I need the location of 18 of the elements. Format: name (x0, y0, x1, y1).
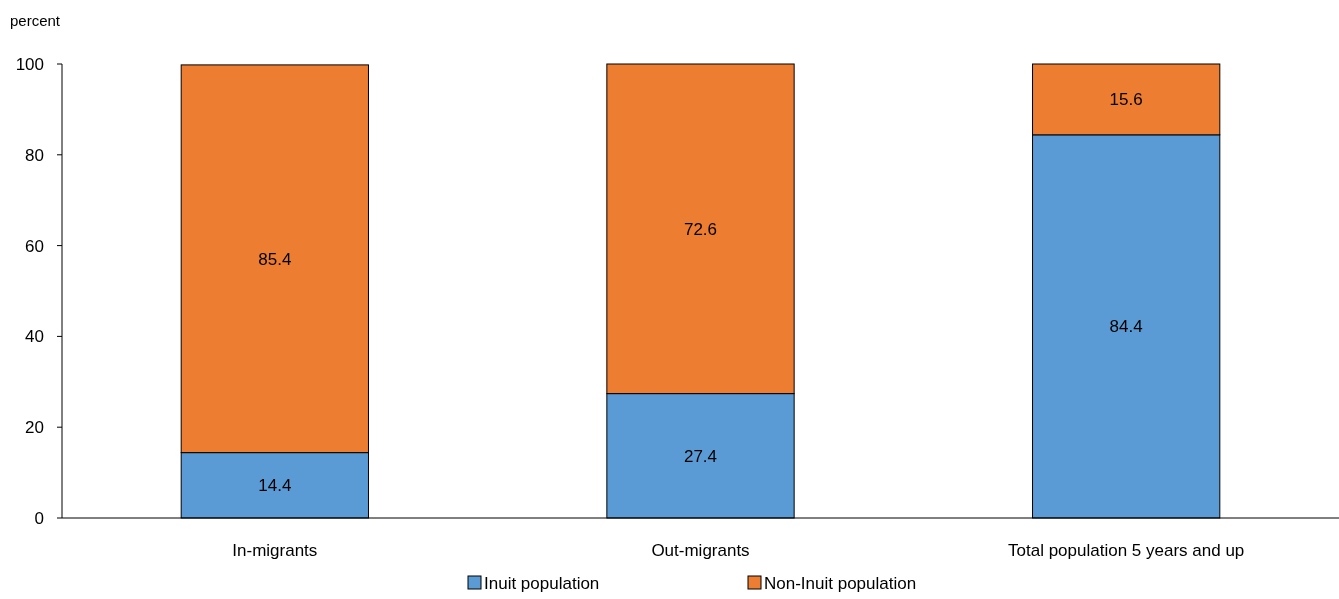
y-tick-label: 20 (25, 418, 44, 438)
y-tick-label: 0 (34, 509, 44, 528)
y-axis-title: percent (10, 12, 61, 29)
legend-label: Non-Inuit population (764, 574, 917, 593)
x-tick-label: Total population 5 years and up (1008, 541, 1245, 560)
y-tick-label: 80 (25, 145, 44, 165)
legend-label: Inuit population (484, 574, 600, 593)
data-label: 84.4 (1109, 317, 1143, 337)
x-tick-label: In-migrants (232, 541, 318, 560)
y-tick-label: 40 (25, 327, 44, 347)
data-label: 14.4 (258, 476, 292, 496)
x-tick-label: Out-migrants (651, 541, 750, 560)
data-label: 15.6 (1109, 90, 1143, 110)
y-tick-label: 100 (15, 55, 44, 74)
y-tick-label: 60 (25, 236, 44, 256)
data-label: 85.4 (258, 249, 292, 269)
data-label: 72.6 (683, 219, 718, 239)
data-label: 27.4 (683, 446, 718, 466)
